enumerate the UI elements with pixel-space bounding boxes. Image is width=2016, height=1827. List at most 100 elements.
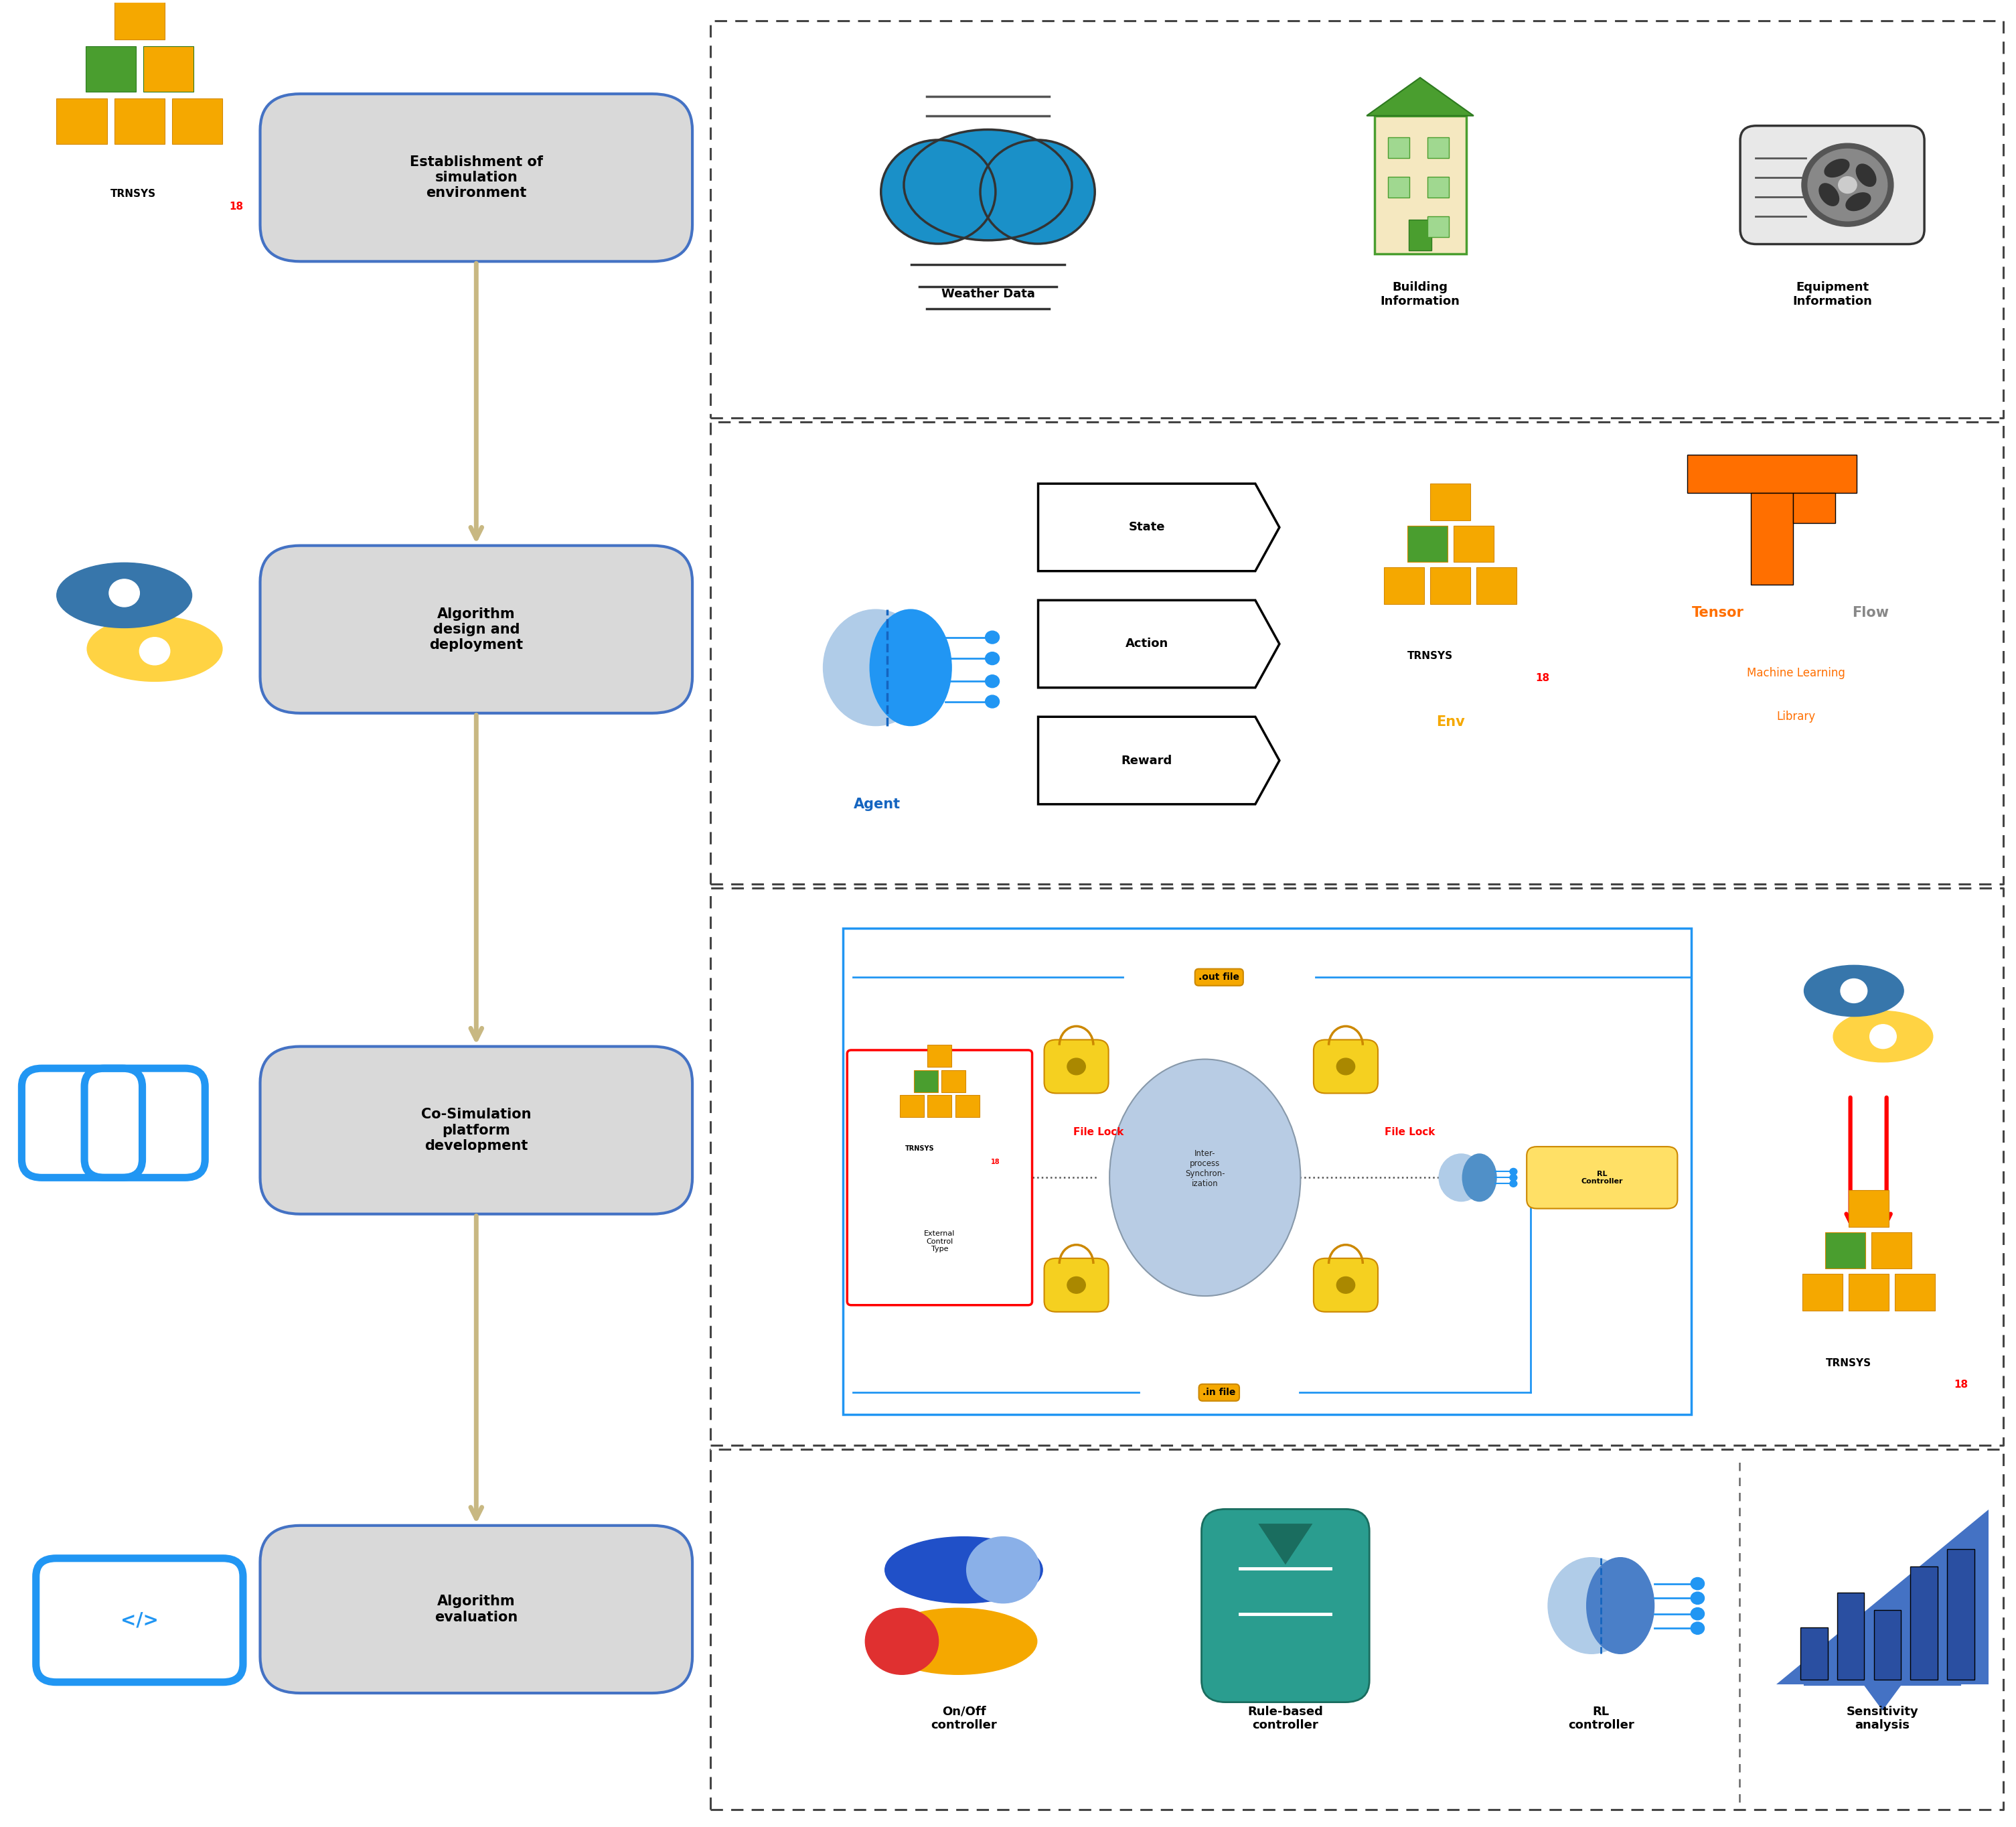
- Ellipse shape: [1833, 1010, 1933, 1061]
- FancyBboxPatch shape: [1837, 1593, 1865, 1681]
- FancyBboxPatch shape: [1375, 115, 1466, 254]
- FancyBboxPatch shape: [1873, 1610, 1901, 1681]
- Text: Library: Library: [1776, 711, 1816, 723]
- Circle shape: [966, 1537, 1040, 1602]
- FancyBboxPatch shape: [1947, 1549, 1974, 1681]
- Text: RL
Controller: RL Controller: [1581, 1171, 1623, 1186]
- FancyBboxPatch shape: [1429, 568, 1470, 605]
- Ellipse shape: [823, 610, 927, 725]
- Polygon shape: [1367, 79, 1474, 115]
- Circle shape: [986, 696, 1000, 707]
- FancyBboxPatch shape: [1454, 526, 1494, 563]
- FancyBboxPatch shape: [1849, 1191, 1889, 1226]
- FancyBboxPatch shape: [1526, 1147, 1677, 1209]
- Ellipse shape: [1818, 183, 1839, 206]
- FancyBboxPatch shape: [899, 1094, 923, 1116]
- Circle shape: [1869, 1025, 1897, 1049]
- Circle shape: [986, 630, 1000, 643]
- FancyBboxPatch shape: [1911, 1566, 1937, 1681]
- Text: TRNSYS: TRNSYS: [1407, 650, 1454, 661]
- Circle shape: [1066, 1277, 1085, 1294]
- Circle shape: [986, 674, 1000, 687]
- FancyBboxPatch shape: [171, 99, 222, 144]
- Text: 18: 18: [1954, 1379, 1968, 1390]
- FancyBboxPatch shape: [941, 1071, 966, 1093]
- Text: Rule-based
controller: Rule-based controller: [1248, 1706, 1322, 1732]
- Text: .out file: .out file: [1200, 972, 1240, 981]
- FancyBboxPatch shape: [1476, 568, 1516, 605]
- FancyBboxPatch shape: [56, 99, 107, 144]
- Text: </>: </>: [121, 1611, 159, 1630]
- Text: TRNSYS: TRNSYS: [1826, 1357, 1871, 1368]
- FancyBboxPatch shape: [260, 546, 691, 713]
- Ellipse shape: [903, 130, 1073, 241]
- Polygon shape: [1863, 1684, 1901, 1710]
- FancyBboxPatch shape: [56, 1575, 224, 1666]
- FancyBboxPatch shape: [1202, 1509, 1369, 1703]
- FancyBboxPatch shape: [1849, 1273, 1889, 1310]
- FancyBboxPatch shape: [1314, 1259, 1377, 1312]
- Ellipse shape: [1587, 1558, 1655, 1653]
- FancyBboxPatch shape: [115, 0, 165, 38]
- FancyBboxPatch shape: [1687, 455, 1857, 493]
- Polygon shape: [1038, 601, 1280, 687]
- Ellipse shape: [1824, 159, 1849, 177]
- Ellipse shape: [879, 1608, 1036, 1675]
- Text: 18: 18: [1536, 672, 1550, 683]
- Circle shape: [1510, 1180, 1518, 1188]
- FancyBboxPatch shape: [1389, 137, 1409, 157]
- Circle shape: [1066, 1058, 1085, 1074]
- Polygon shape: [1776, 1509, 1988, 1684]
- Circle shape: [1337, 1277, 1355, 1294]
- FancyBboxPatch shape: [1314, 1040, 1377, 1093]
- Text: State: State: [1129, 521, 1165, 533]
- Circle shape: [1691, 1608, 1704, 1621]
- FancyBboxPatch shape: [260, 1526, 691, 1694]
- Ellipse shape: [869, 610, 952, 725]
- Ellipse shape: [1109, 1060, 1300, 1295]
- Text: Machine Learning: Machine Learning: [1748, 667, 1845, 680]
- Text: File Lock: File Lock: [1385, 1127, 1435, 1136]
- Text: Action: Action: [1125, 638, 1167, 650]
- Circle shape: [109, 579, 139, 607]
- Ellipse shape: [1462, 1155, 1496, 1202]
- FancyBboxPatch shape: [1409, 219, 1431, 250]
- Text: Inter-
process
Synchron-
ization: Inter- process Synchron- ization: [1185, 1149, 1226, 1188]
- FancyBboxPatch shape: [847, 1051, 1032, 1304]
- Text: Co-Simulation
platform
development: Co-Simulation platform development: [421, 1107, 532, 1153]
- FancyBboxPatch shape: [913, 1071, 937, 1093]
- Circle shape: [139, 638, 169, 665]
- Circle shape: [865, 1608, 937, 1675]
- Circle shape: [1691, 1622, 1704, 1635]
- FancyBboxPatch shape: [1407, 526, 1447, 563]
- Circle shape: [1691, 1577, 1704, 1589]
- FancyBboxPatch shape: [1427, 137, 1450, 157]
- Text: Building
Information: Building Information: [1381, 281, 1460, 307]
- FancyBboxPatch shape: [1800, 1628, 1829, 1681]
- FancyBboxPatch shape: [1427, 177, 1450, 197]
- FancyBboxPatch shape: [1389, 177, 1409, 197]
- Ellipse shape: [1857, 164, 1877, 186]
- FancyBboxPatch shape: [1750, 493, 1792, 585]
- Text: Establishment of
simulation
environment: Establishment of simulation environment: [409, 155, 542, 199]
- Text: Tensor: Tensor: [1691, 607, 1744, 619]
- Circle shape: [1510, 1175, 1518, 1180]
- FancyBboxPatch shape: [1802, 1273, 1843, 1310]
- Text: 18: 18: [230, 201, 244, 212]
- Circle shape: [1802, 143, 1893, 227]
- FancyBboxPatch shape: [1871, 1231, 1911, 1268]
- FancyBboxPatch shape: [1824, 1231, 1865, 1268]
- Circle shape: [1510, 1167, 1518, 1175]
- Ellipse shape: [1548, 1558, 1635, 1653]
- Circle shape: [980, 141, 1095, 243]
- Text: Reward: Reward: [1121, 755, 1171, 767]
- Circle shape: [1808, 150, 1887, 221]
- FancyBboxPatch shape: [927, 1094, 952, 1116]
- FancyBboxPatch shape: [1792, 493, 1835, 523]
- Text: On/Off
controller: On/Off controller: [931, 1706, 996, 1732]
- FancyBboxPatch shape: [1895, 1273, 1935, 1310]
- Ellipse shape: [56, 563, 192, 628]
- FancyBboxPatch shape: [1427, 216, 1450, 238]
- Text: Algorithm
design and
deployment: Algorithm design and deployment: [429, 607, 524, 652]
- Text: Algorithm
evaluation: Algorithm evaluation: [435, 1595, 518, 1624]
